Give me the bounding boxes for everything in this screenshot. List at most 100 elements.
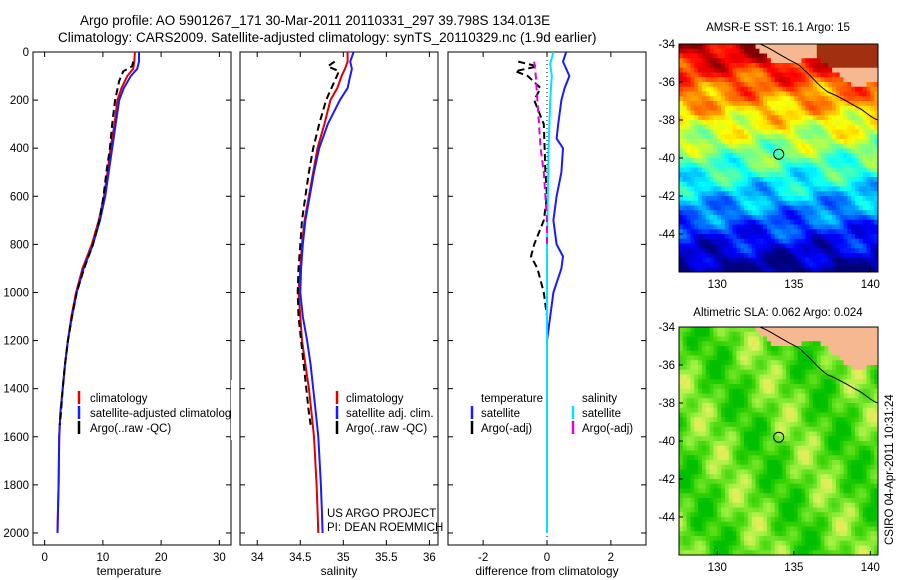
sst-map-cell — [832, 248, 837, 254]
sla-map-cell — [713, 441, 718, 447]
sla-map-cell — [832, 498, 837, 504]
sst-map-cell — [713, 101, 718, 107]
sla-map-cell — [851, 479, 856, 485]
sla-map-cell — [755, 488, 760, 494]
sst-map-cell — [713, 229, 718, 235]
sla-map-cell — [759, 374, 764, 380]
sla-map-cell — [828, 474, 833, 480]
sla-map-cell — [717, 479, 722, 485]
sst-map-cell — [855, 134, 860, 140]
sla-map-cell — [686, 365, 692, 371]
sst-map-cell — [847, 210, 852, 216]
sst-map-cell — [732, 267, 738, 272]
sla-map-cell — [828, 398, 833, 404]
sst-map-cell — [682, 82, 688, 88]
sst-map-cell — [793, 110, 799, 116]
sla-map-cell — [855, 398, 860, 404]
sst-map-cell — [812, 172, 818, 178]
sla-map-cell — [847, 393, 852, 399]
sla-map-cell — [801, 369, 806, 376]
sla-map-cell — [839, 350, 845, 357]
sst-map-cell — [717, 134, 722, 140]
sst-map-cell — [855, 200, 860, 207]
depth-tick-label: 400 — [10, 143, 29, 155]
sla-map-cell — [858, 327, 864, 333]
sst-map-cell — [763, 72, 768, 78]
sst-map-cell — [866, 267, 871, 272]
sla-map-cell — [858, 526, 864, 532]
sla-map-cell — [874, 341, 878, 347]
sst-map-cell — [732, 86, 738, 93]
sst-map-cell — [858, 110, 864, 116]
sla-map-cell — [820, 502, 826, 509]
sla-map-cell — [866, 436, 871, 442]
sst-map-cell — [698, 186, 703, 192]
sla-map-cell — [686, 374, 692, 380]
sla-map-cell — [778, 336, 783, 342]
sst-map-cell — [698, 229, 703, 235]
sst-map-cell — [694, 44, 699, 50]
sst-map-cell — [786, 191, 791, 197]
sla-map-cell — [855, 469, 860, 475]
sla-map-cell — [744, 412, 749, 418]
sst-map-cell — [747, 238, 753, 245]
sst-map-cell — [835, 67, 841, 74]
sla-map-cell — [755, 474, 760, 480]
sla-map-cell — [778, 521, 783, 528]
sla-map-cell — [847, 507, 852, 513]
sla-map-cell — [682, 331, 688, 338]
sst-map-cell — [862, 191, 868, 197]
sla-map-cell — [721, 365, 726, 371]
sla-map-cell — [698, 365, 703, 371]
sla-map-cell — [679, 355, 684, 361]
sst-map-cell — [755, 96, 760, 102]
sla-map-cell — [774, 488, 780, 494]
sst-map-cell — [874, 77, 878, 83]
sst-map-cell — [824, 110, 829, 116]
sla-map-cell — [690, 531, 695, 537]
sst-map-cell — [759, 63, 764, 69]
sst-map-cell — [701, 238, 707, 245]
sla-map-cell — [744, 469, 749, 475]
sla-map-cell — [797, 517, 803, 523]
sst-map-cell — [698, 234, 703, 240]
sst-map-cell — [816, 248, 822, 254]
sst-map-cell — [759, 58, 764, 64]
sla-map-cell — [862, 379, 868, 385]
sst-map-cell — [701, 86, 707, 93]
sla-map-cell — [740, 445, 745, 452]
sst-map-cell — [751, 205, 757, 211]
sst-map-cell — [835, 181, 841, 188]
sla-map-cell — [713, 417, 718, 423]
sst-map-cell — [744, 129, 749, 135]
sst-map-cell — [705, 139, 711, 145]
sst-map-cell — [747, 224, 753, 230]
sst-map-cell — [797, 143, 803, 150]
sst-map-cell — [801, 243, 806, 249]
sla-map-cell — [740, 398, 745, 404]
sst-map-cell — [701, 129, 707, 135]
sla-map-cell — [778, 346, 783, 352]
sst-map-cell — [816, 267, 822, 272]
sst-map-cell — [747, 177, 753, 183]
sst-map-cell — [855, 105, 860, 112]
sst-map-cell — [717, 243, 722, 249]
sla-map-cell — [690, 436, 695, 442]
sst-map-cell — [801, 153, 806, 159]
sla-map-cell — [751, 374, 757, 380]
sst-map-cell — [805, 110, 810, 116]
sla-map-cell — [705, 512, 711, 518]
sla-map-cell — [820, 336, 826, 342]
sla-map-cell — [679, 388, 684, 395]
sla-map-cell — [686, 526, 692, 532]
sla-map-cell — [824, 422, 829, 428]
figure-title-line2: Climatology: CARS2009. Satellite-adjuste… — [58, 30, 597, 45]
sla-map-cell — [855, 526, 860, 532]
sla-map-cell — [820, 488, 826, 494]
sst-map-cell — [770, 82, 776, 88]
sla-map-cell — [732, 412, 738, 418]
sla-map-cell — [812, 384, 818, 390]
sst-map-cell — [690, 134, 695, 140]
sla-map-cell — [858, 398, 864, 404]
sst-map-cell — [740, 82, 745, 88]
